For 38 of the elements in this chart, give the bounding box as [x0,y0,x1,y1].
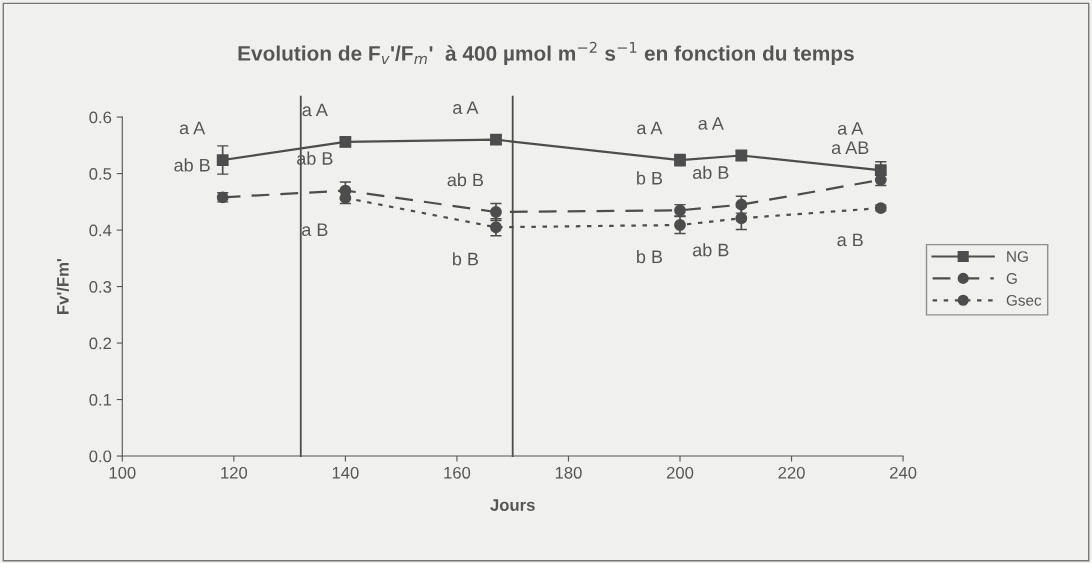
y-tick-label: 0.4 [89,224,112,237]
annotation: b B [453,252,479,266]
annotation: ab B [692,243,729,257]
x-tick-label: 220 [778,466,805,479]
y-tick-label: 0.3 [89,280,112,293]
chart-title: Evolution de F$_{v}$'/F$_{m}$' à 400 µmol m$^{−2}$ s$^{−1}$ en fonction du temps [238,41,854,65]
x-tick-label: 240 [890,466,917,479]
annotation: b B [637,249,663,264]
x-tick-label: 180 [555,466,582,479]
annotation: a A [698,117,724,130]
annotation: a A [637,121,663,135]
annotation: ab B [174,158,210,172]
y-tick-label: 0.0 [89,450,112,463]
x-tick-label: 200 [666,466,694,479]
y-tick-label: 0.5 [89,167,112,180]
x-axis-title: Jours [490,499,535,511]
annotation: a B [837,233,863,247]
annotation: a A [837,122,864,135]
point [735,212,748,225]
annotation: ab B [447,173,484,187]
annotation: a B [302,223,328,237]
x-tick-label: 120 [221,466,248,479]
annotation: a A [179,121,206,135]
y-tick-label: 0.1 [89,393,112,406]
legend-label: Gsec [1006,294,1042,306]
annotation: b B [637,171,663,185]
annotation: a A [302,103,328,117]
annotation: a A [453,101,479,114]
y-tick-label: 0.6 [89,111,112,124]
y-tick-label: 0.2 [89,337,112,350]
annotation: ab B [692,165,729,179]
y-axis-title: Fv'/Fm' [56,258,69,314]
x-tick-label: 160 [444,466,471,479]
legend-label: NG [1007,251,1028,263]
x-tick-label: 100 [109,466,136,479]
legend-label: G [1006,273,1017,284]
x-tick-label: 140 [332,466,359,479]
annotation: a AB [831,141,869,155]
